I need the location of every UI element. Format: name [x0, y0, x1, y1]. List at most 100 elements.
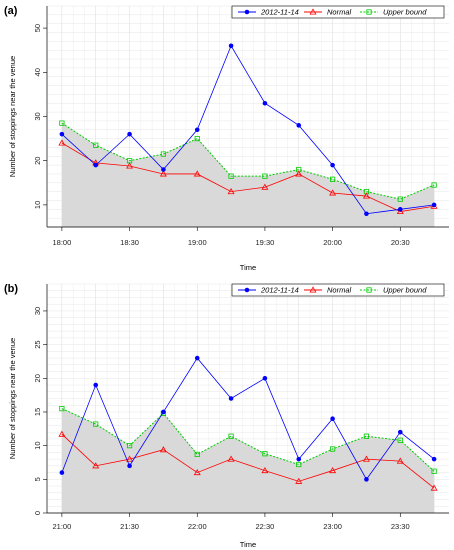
legend-label: Upper bound	[383, 8, 427, 17]
y-axis-title: Number of stoppings near the venue	[8, 56, 17, 177]
data-point	[194, 135, 200, 142]
data-point	[93, 142, 99, 148]
data-point	[329, 466, 337, 474]
y-tick-label: 20	[33, 374, 42, 382]
y-tick-label: 40	[33, 68, 42, 76]
data-point	[362, 455, 370, 462]
chart-panel-b: (b) 0 5 10 15 20 25 30 21:00 21:30 22:00 22:30 23:00…	[4, 283, 449, 549]
y-tick-label: 10	[33, 201, 42, 209]
upper-bound-area	[61, 123, 435, 227]
data-point	[59, 406, 65, 412]
data-point	[93, 421, 99, 427]
series-line	[61, 357, 435, 481]
data-point	[127, 463, 132, 469]
data-point	[160, 151, 167, 157]
data-point	[364, 211, 369, 217]
y-tick-label: 0	[33, 511, 42, 515]
series-line	[61, 122, 435, 200]
series-line	[61, 44, 435, 215]
legend-marker	[244, 287, 250, 293]
x-axis-title: Time	[240, 540, 256, 549]
series-normal	[58, 430, 438, 491]
data-point	[329, 176, 336, 182]
data-point	[295, 477, 303, 484]
data-point	[228, 433, 234, 439]
data-point	[431, 182, 437, 188]
data-point	[431, 202, 437, 208]
data-point	[262, 100, 268, 106]
data-point	[126, 455, 134, 462]
legend-label: Upper bound	[383, 286, 427, 295]
data-point	[396, 457, 404, 464]
legend-label: Normal	[327, 286, 352, 295]
data-point	[159, 446, 167, 453]
data-point	[397, 429, 403, 435]
x-tick-label: 23:30	[391, 522, 410, 531]
data-point	[330, 162, 335, 168]
data-point	[329, 446, 336, 452]
data-point	[227, 188, 235, 195]
series-line	[61, 433, 435, 489]
x-tick-label: 21:00	[52, 522, 71, 531]
x-tick-label: 21:30	[120, 522, 139, 531]
legend-marker	[366, 287, 372, 293]
data-point	[431, 468, 437, 474]
data-point	[59, 131, 65, 137]
y-axis-title: Number of stoppings near the venue	[8, 338, 17, 459]
panel-label: (b)	[4, 283, 18, 295]
legend-marker	[309, 286, 317, 293]
series-2012-11-14	[59, 355, 437, 482]
data-point	[161, 167, 166, 172]
y-tick-label: 25	[33, 340, 42, 348]
legend-label: 2012-11-14	[260, 8, 299, 17]
x-tick-label: 20:00	[323, 238, 342, 247]
x-tick-label: 18:30	[120, 238, 139, 247]
data-point	[159, 170, 167, 177]
data-point	[194, 355, 200, 361]
data-point	[362, 192, 370, 199]
y-tick-label: 50	[33, 24, 42, 32]
data-point	[193, 170, 201, 177]
legend-label: 2012-11-14	[260, 286, 299, 295]
legend-box	[231, 283, 445, 297]
data-point	[92, 462, 100, 469]
x-tick-label: 19:00	[188, 238, 207, 247]
data-point	[228, 396, 234, 401]
data-point	[228, 173, 234, 179]
data-point	[93, 162, 99, 168]
data-point	[194, 451, 200, 458]
data-point	[59, 120, 65, 126]
data-point	[261, 466, 269, 474]
data-point	[430, 484, 438, 491]
y-tick-label: 30	[33, 112, 42, 120]
panel-label: (a)	[4, 5, 18, 17]
chart-panel-a: (a) 10 20 30 40 50 18:00 18:30 19:00 19:30 20:00 20…	[4, 5, 449, 272]
data-point	[126, 162, 134, 169]
data-point	[194, 127, 200, 133]
legend-marker	[244, 9, 250, 15]
data-point	[296, 123, 302, 128]
data-point	[161, 409, 166, 415]
data-point	[261, 183, 269, 190]
data-point	[364, 477, 369, 482]
legend-label: Normal	[327, 8, 352, 17]
data-point	[262, 173, 268, 179]
data-point	[127, 131, 132, 137]
series-line	[61, 408, 435, 472]
upper-bound-area	[61, 408, 435, 513]
legend: 2012-11-14 Normal Upper bound	[231, 5, 445, 19]
legend-marker	[366, 9, 372, 15]
x-tick-label: 22:00	[188, 522, 207, 531]
data-point	[93, 382, 99, 388]
series-2012-11-14	[59, 43, 437, 217]
legend: 2012-11-14 Normal Upper bound	[231, 283, 445, 297]
legend-box	[231, 5, 445, 19]
data-point	[126, 443, 133, 449]
x-tick-label: 23:00	[323, 522, 342, 531]
data-point	[330, 416, 335, 422]
data-point	[58, 139, 66, 146]
data-point	[363, 433, 370, 439]
x-tick-label: 22:30	[256, 522, 275, 531]
x-tick-label: 18:00	[52, 238, 71, 247]
